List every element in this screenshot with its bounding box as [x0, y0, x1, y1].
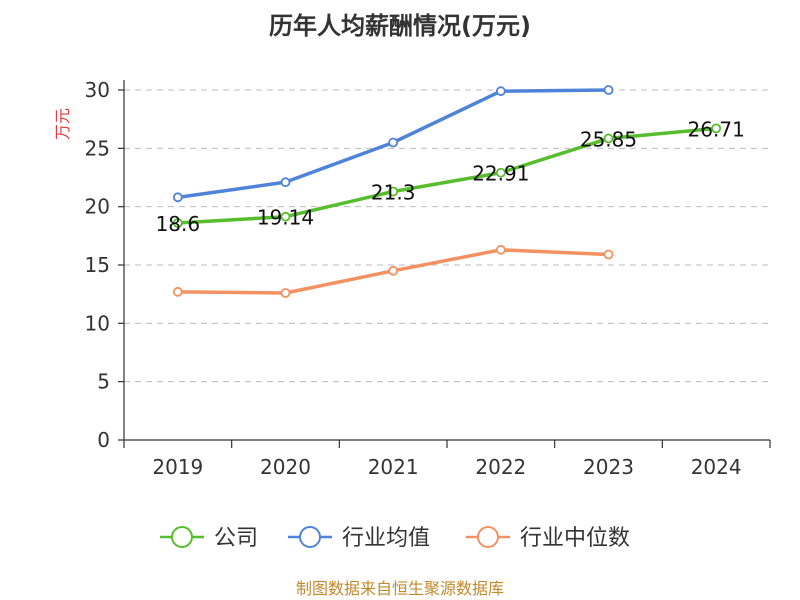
data-point	[603, 85, 614, 95]
legend-marker	[477, 526, 499, 548]
data-label: 25.85	[580, 127, 637, 151]
y-axis-label: 万元	[53, 108, 72, 140]
legend-marker	[299, 526, 321, 548]
data-point	[172, 218, 183, 228]
data-point	[711, 123, 722, 134]
data-label: 26.71	[688, 117, 745, 141]
series-0	[172, 123, 722, 228]
data-label: 19.14	[257, 206, 314, 230]
data-point	[495, 244, 506, 255]
data-point	[280, 177, 291, 188]
legend-label: 行业中位数	[520, 526, 630, 551]
legend-label: 公司	[214, 526, 258, 551]
source-note: 制图数据来自恒生聚源数据库	[296, 579, 504, 598]
data-point	[280, 211, 291, 222]
legend-item-0[interactable]: 公司	[160, 526, 258, 551]
legend-item-1[interactable]: 行业均值	[288, 526, 430, 551]
chart-title: 历年人均薪酬情况(万元)	[269, 12, 531, 40]
legend-item-2[interactable]: 行业中位数	[466, 526, 630, 551]
x-tick-label: 2021	[368, 455, 419, 479]
data-point	[495, 167, 506, 178]
series-1	[172, 85, 614, 203]
y-tick-label: 20	[85, 195, 110, 219]
legend-label: 行业均值	[342, 526, 430, 551]
x-tick-label: 2019	[152, 455, 203, 479]
data-point	[172, 192, 183, 203]
data-point	[388, 186, 399, 197]
data-labels: 18.6 19.14 21.3 22.91 25.85 26.71	[156, 117, 745, 236]
grid-lines	[124, 89, 770, 383]
series-2	[172, 244, 614, 298]
x-tick-label: 2020	[260, 455, 311, 479]
data-point	[603, 133, 614, 144]
data-label: 22.91	[472, 162, 529, 186]
data-point	[495, 86, 506, 97]
x-tick-label: 2024	[691, 455, 742, 479]
y-tick-label: 5	[97, 370, 110, 394]
y-tick-label: 30	[85, 78, 110, 102]
data-label: 21.3	[371, 181, 416, 205]
y-tick-label: 25	[85, 136, 110, 160]
data-label: 18.6	[156, 212, 201, 236]
data-point	[388, 265, 399, 276]
axes: 0 5 10 15 20 25 30 2019 2020 2021 2022 2023 2024	[85, 78, 771, 479]
data-point	[172, 286, 183, 297]
x-tick-label: 2023	[583, 455, 634, 479]
x-tick-label: 2022	[475, 455, 526, 479]
series-lines	[172, 85, 722, 298]
y-tick-label: 0	[97, 428, 110, 452]
y-tick-label: 10	[85, 311, 110, 335]
legend-marker	[171, 526, 193, 548]
data-point	[388, 137, 399, 148]
series-line	[176, 126, 718, 225]
y-tick-label: 15	[85, 253, 110, 277]
legend[interactable]: 公司 行业均值 行业中位数	[160, 526, 630, 551]
data-point	[280, 288, 291, 298]
data-point	[603, 249, 614, 260]
